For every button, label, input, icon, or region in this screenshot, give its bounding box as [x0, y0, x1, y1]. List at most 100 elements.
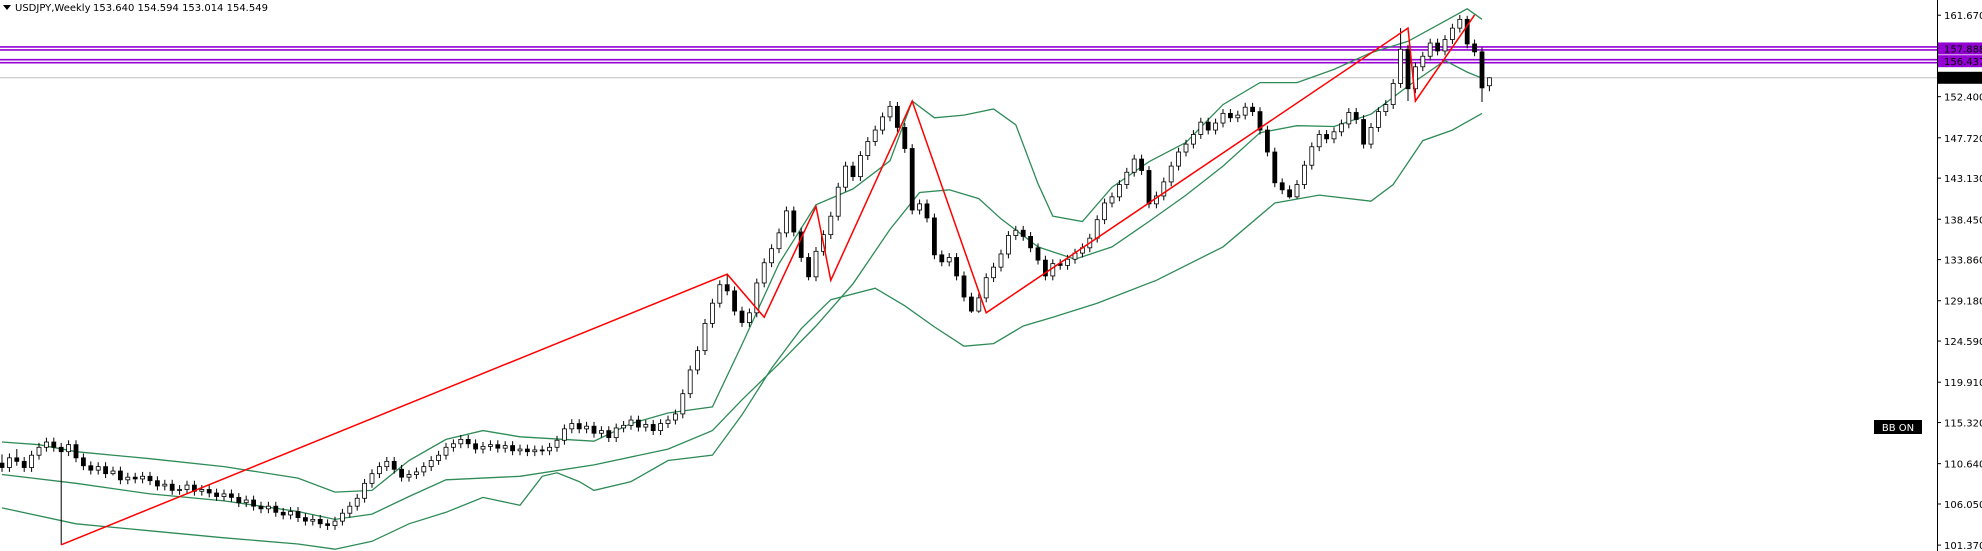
candle: [532, 449, 538, 453]
candle: [384, 460, 390, 468]
candle: [1146, 170, 1152, 205]
candle: [636, 419, 641, 428]
candle: [228, 493, 234, 498]
candle: [339, 512, 345, 522]
candle: [517, 448, 523, 452]
y-tick-label: 101.370: [1944, 541, 1982, 551]
candle: [473, 443, 479, 450]
candle: [1176, 151, 1181, 167]
candle: [1450, 27, 1455, 40]
candle: [784, 210, 789, 234]
candle: [88, 465, 94, 471]
candle: [909, 148, 915, 211]
chart-symbol: USDJPY,Weekly: [15, 3, 91, 14]
candle: [1361, 119, 1366, 145]
candle: [887, 105, 893, 118]
candle: [495, 444, 501, 449]
candle: [665, 419, 671, 424]
candle: [273, 505, 279, 513]
candle: [961, 275, 967, 298]
candle: [1131, 158, 1137, 173]
candle: [843, 165, 848, 188]
candle: [983, 277, 989, 299]
candle: [118, 470, 123, 481]
candle: [1191, 134, 1196, 145]
candle: [525, 448, 530, 453]
candle: [680, 393, 686, 415]
candle: [458, 438, 464, 445]
candle: [310, 518, 316, 522]
y-tick-label: 133.860: [1944, 256, 1982, 267]
candle: [739, 310, 745, 323]
candle: [125, 476, 131, 481]
candle: [362, 482, 368, 499]
candle: [162, 483, 168, 487]
candle: [354, 497, 360, 507]
candle: [761, 262, 767, 284]
candle: [747, 312, 752, 323]
candle: [95, 466, 101, 471]
candle: [1479, 51, 1485, 89]
candle: [554, 439, 560, 448]
candle: [214, 492, 220, 497]
candle: [599, 430, 604, 434]
y-tick-label: 154.549: [1944, 74, 1982, 85]
candle: [606, 430, 612, 439]
y-tick-label: 161.670: [1944, 11, 1982, 22]
candle: [14, 457, 20, 462]
candle: [1279, 182, 1285, 191]
candle: [969, 296, 974, 312]
candle: [850, 165, 856, 178]
price-tag-bg: [1938, 71, 1982, 84]
candle: [798, 231, 804, 258]
candle: [710, 302, 715, 324]
y-tick-label: 124.590: [1944, 337, 1982, 348]
candle: [1102, 202, 1107, 221]
candle: [1020, 229, 1026, 237]
candle: [1353, 112, 1359, 120]
candle: [1198, 121, 1204, 135]
candle: [399, 468, 405, 478]
candle: [1287, 189, 1292, 198]
candle: [295, 511, 301, 519]
candle: [1250, 106, 1255, 113]
candle: [1324, 134, 1329, 140]
collapse-triangle-icon[interactable]: [3, 5, 11, 10]
candle: [687, 369, 693, 395]
candle: [221, 493, 227, 497]
candle: [1383, 104, 1389, 113]
candle: [332, 520, 338, 526]
candle: [288, 511, 294, 516]
candle: [1405, 48, 1411, 90]
candle: [613, 427, 619, 439]
candle: [265, 505, 271, 510]
candle: [1028, 235, 1033, 249]
candle: [1035, 247, 1041, 261]
candle: [584, 425, 589, 430]
candle: [1309, 146, 1315, 166]
candle: [902, 127, 908, 149]
bollinger-bands: [1, 8, 1483, 550]
candle: [1065, 258, 1070, 266]
candle: [724, 284, 730, 292]
bb-badge[interactable]: BB ON: [1882, 423, 1914, 434]
candle: [946, 257, 952, 263]
candle: [421, 466, 427, 473]
candle: [1398, 48, 1403, 84]
candle: [776, 232, 782, 250]
candle: [917, 203, 922, 211]
candle: [562, 428, 567, 441]
candle: [391, 460, 397, 470]
candle: [154, 480, 160, 487]
candle: [51, 441, 57, 448]
candle: [1006, 235, 1011, 255]
candle: [872, 129, 878, 142]
candle: [591, 425, 597, 434]
candle: [199, 489, 205, 492]
candle: [29, 454, 35, 468]
candle: [835, 186, 841, 217]
candle: [1242, 106, 1248, 116]
candle: [1339, 123, 1344, 133]
price-tag-bg: [1938, 42, 1982, 55]
